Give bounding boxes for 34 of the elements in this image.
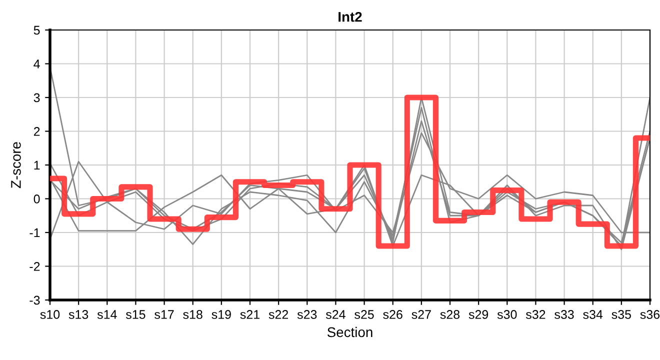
x-tick-label: s24 xyxy=(326,310,346,319)
x-tick-label: s23 xyxy=(297,310,317,319)
x-tick-label: s10 xyxy=(40,310,60,319)
x-axis-title: Section xyxy=(327,326,372,338)
x-tick-label: s36 xyxy=(640,310,660,319)
chart-title: Int2 xyxy=(338,12,362,22)
x-tick-label: s18 xyxy=(183,310,202,319)
x-tick-label: s32 xyxy=(526,310,546,319)
x-tick-label: s15 xyxy=(126,310,146,319)
x-tick-label: s29 xyxy=(468,310,488,319)
x-tick-label: s26 xyxy=(383,310,402,319)
y-tick-label: 5 xyxy=(34,26,40,35)
y-tick-label: 0 xyxy=(34,194,40,204)
y-axis-title: Z-score xyxy=(11,142,21,188)
x-tick-label: s33 xyxy=(554,310,574,319)
x-tick-label: s17 xyxy=(154,310,174,319)
x-tick-label: s21 xyxy=(240,310,260,319)
x-tick-label: s14 xyxy=(97,310,117,319)
x-tick-label: s30 xyxy=(497,310,517,319)
x-tick-label: s27 xyxy=(412,310,431,319)
y-tick-label: 1 xyxy=(34,160,40,170)
y-tick-label: 2 xyxy=(34,127,40,136)
x-tick-label: s35 xyxy=(612,310,631,319)
y-tick-label: -2 xyxy=(30,262,40,271)
x-tick-label: s19 xyxy=(212,310,231,319)
x-tick-label: s13 xyxy=(68,310,88,319)
y-tick-label: 4 xyxy=(34,60,40,68)
y-tick-label: -3 xyxy=(30,296,40,305)
y-tick-label: -1 xyxy=(30,228,40,238)
x-tick-label: s25 xyxy=(354,310,374,319)
x-tick-label: s28 xyxy=(440,310,460,319)
x-tick-label: s22 xyxy=(268,310,288,319)
y-tick-label: 3 xyxy=(34,93,40,102)
x-tick-label: s34 xyxy=(583,310,603,319)
